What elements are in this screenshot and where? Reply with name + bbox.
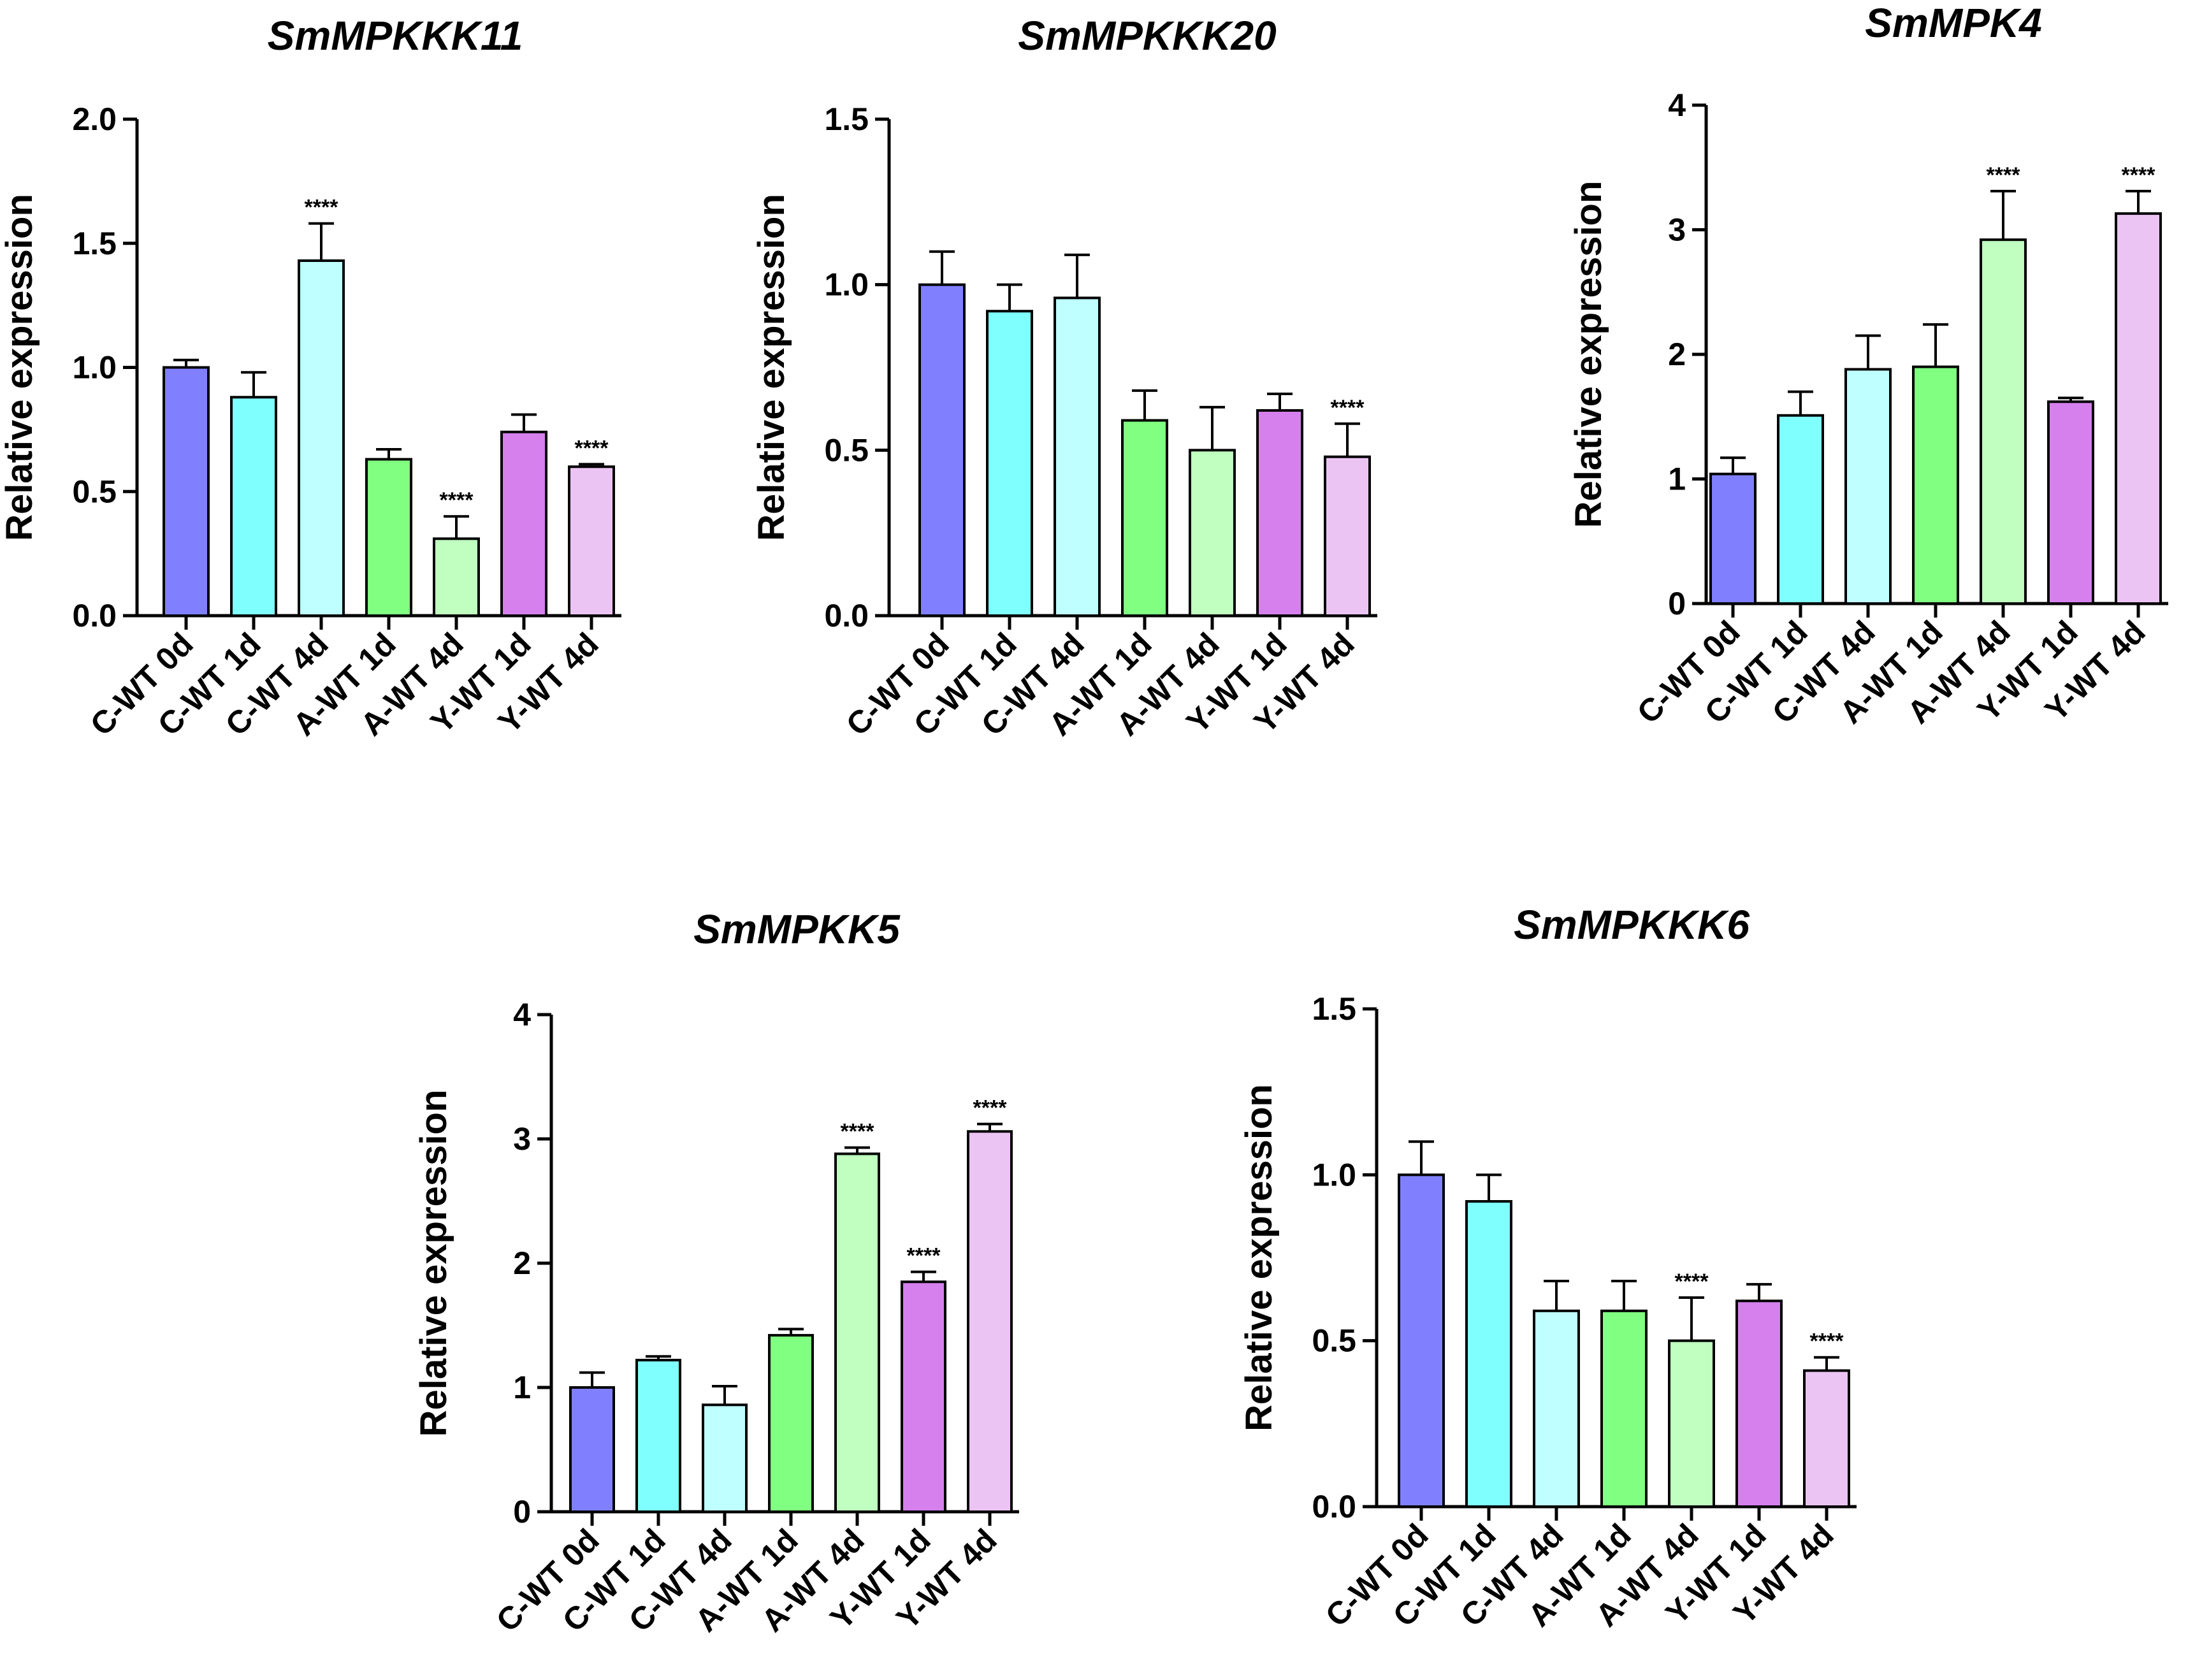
significance-marker: **** xyxy=(1675,1270,1709,1294)
bar-y-wt-1d xyxy=(500,430,547,618)
bar-a-wt-1d xyxy=(1600,1309,1648,1508)
y-tick-label: 2 xyxy=(1668,337,1686,372)
bar-c-wt-1d xyxy=(1777,414,1824,605)
bar-y-wt-4d xyxy=(1803,1369,1850,1508)
bar-c-wt-4d xyxy=(298,259,345,617)
y-tick-label: 0.0 xyxy=(1312,1489,1356,1524)
bar-y-wt-1d xyxy=(901,1280,946,1513)
y-tick-label: 0.5 xyxy=(72,474,117,509)
bar-a-wt-4d xyxy=(433,537,480,618)
y-tick-label: 1.5 xyxy=(72,226,117,261)
bar-c-wt-4d xyxy=(702,1403,748,1514)
y-tick-label: 1.5 xyxy=(1312,991,1356,1027)
bar-y-wt-4d xyxy=(1324,455,1371,617)
chart-title: SmMPKKK20 xyxy=(1018,13,1276,59)
significance-marker: **** xyxy=(841,1120,875,1144)
significance-marker: **** xyxy=(575,436,609,460)
bar-a-wt-4d xyxy=(834,1152,880,1513)
y-axis-label: Relative expression xyxy=(1568,181,1609,528)
bar-a-wt-1d xyxy=(1912,365,1959,605)
bar-c-wt-0d xyxy=(1709,472,1757,605)
bar-c-wt-0d xyxy=(163,366,210,617)
y-tick-label: 1.5 xyxy=(824,101,869,137)
y-axis-label: Relative expression xyxy=(0,194,40,541)
y-tick-label: 0.5 xyxy=(1312,1323,1356,1359)
bar-c-wt-4d xyxy=(1844,368,1892,605)
bar-a-wt-1d xyxy=(768,1334,814,1514)
bar-y-wt-1d xyxy=(1256,409,1303,617)
bar-a-wt-4d xyxy=(1189,449,1236,617)
y-tick-label: 0.5 xyxy=(824,432,869,468)
y-axis-label: Relative expression xyxy=(1238,1084,1280,1431)
significance-marker: **** xyxy=(2122,163,2156,187)
significance-marker: **** xyxy=(1331,396,1365,420)
y-tick-label: 3 xyxy=(513,1121,531,1157)
chart-panel-1: SmMPKKK11 Relative expression 0.0 0.5 1.0 1.5… xyxy=(0,13,621,742)
significance-marker: **** xyxy=(305,196,339,220)
bar-c-wt-1d xyxy=(1465,1199,1512,1509)
bar-c-wt-1d xyxy=(986,310,1033,617)
y-tick-label: 0 xyxy=(1668,586,1686,621)
bar-c-wt-4d xyxy=(1533,1309,1580,1508)
significance-marker: **** xyxy=(440,488,474,512)
y-tick-label: 0 xyxy=(513,1494,531,1530)
bar-c-wt-0d xyxy=(918,283,966,617)
y-axis-label: Relative expression xyxy=(751,194,792,541)
chart-title: SmMPKKK6 xyxy=(1514,902,1749,948)
y-tick-label: 1 xyxy=(513,1370,531,1405)
y-tick-label: 2.0 xyxy=(72,101,117,137)
bar-a-wt-4d xyxy=(1980,238,2027,605)
y-tick-label: 4 xyxy=(1668,87,1686,123)
bar-a-wt-1d xyxy=(365,458,412,617)
y-tick-label: 2 xyxy=(513,1245,531,1281)
y-tick-label: 0.0 xyxy=(824,598,869,634)
y-tick-label: 4 xyxy=(513,997,531,1032)
chart-title: SmMPKKK11 xyxy=(268,13,523,59)
y-tick-label: 3 xyxy=(1668,212,1686,248)
y-tick-label: 1.0 xyxy=(1312,1157,1356,1192)
bar-c-wt-0d xyxy=(569,1386,615,1513)
bar-a-wt-4d xyxy=(1668,1339,1715,1509)
significance-marker: **** xyxy=(907,1244,941,1268)
y-tick-label: 1.0 xyxy=(824,267,869,303)
significance-marker: **** xyxy=(1810,1329,1844,1354)
bar-y-wt-4d xyxy=(2115,212,2162,605)
bar-y-wt-1d xyxy=(2047,400,2094,605)
significance-marker: **** xyxy=(973,1096,1008,1120)
bar-y-wt-4d xyxy=(568,465,615,617)
y-tick-label: 1.0 xyxy=(72,350,117,386)
y-axis-label: Relative expression xyxy=(413,1090,454,1437)
significance-marker: **** xyxy=(1987,163,2021,187)
bar-c-wt-1d xyxy=(635,1359,681,1514)
y-tick-label: 1 xyxy=(1668,461,1686,497)
chart-panel-2: SmMPKKK20 Relative expression 0.0 0.5 1.0 1.5… xyxy=(751,13,1377,742)
bar-y-wt-4d xyxy=(967,1130,1013,1514)
chart-title: SmMPK4 xyxy=(1865,0,2041,46)
bar-c-wt-0d xyxy=(1398,1173,1445,1509)
bar-a-wt-1d xyxy=(1121,419,1168,617)
bar-c-wt-1d xyxy=(230,396,277,617)
chart-title: SmMPKK5 xyxy=(693,906,901,952)
y-tick-label: 0.0 xyxy=(72,598,117,634)
bar-y-wt-1d xyxy=(1735,1300,1783,1508)
bar-c-wt-4d xyxy=(1054,296,1101,617)
